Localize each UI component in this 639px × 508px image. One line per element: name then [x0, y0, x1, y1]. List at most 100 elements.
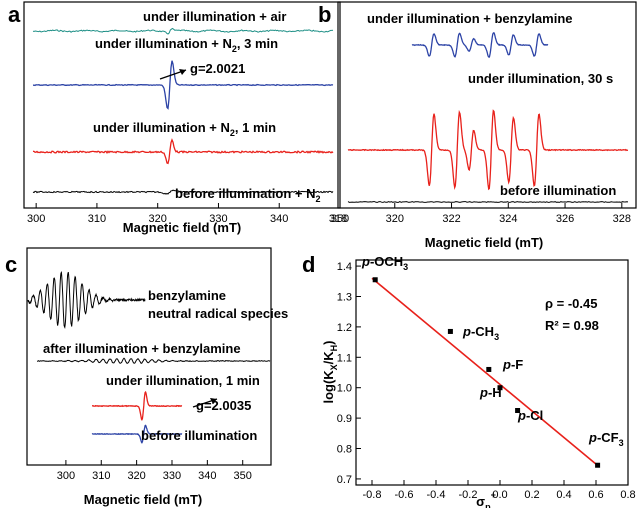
- label-a-g-value: g=2.0021: [190, 61, 245, 76]
- scatter-point-2: [486, 366, 492, 372]
- a-tick-label-3: 330: [209, 213, 227, 225]
- point-label-f: p-F: [502, 357, 523, 372]
- panel-c-xticks: 300 310 320 330 340 350: [57, 460, 252, 482]
- point-label-h: p-H: [479, 385, 502, 400]
- panel-b-xlabel: Magnetic field (mT): [425, 235, 543, 250]
- b-tick-label-3: 324: [499, 213, 517, 225]
- spectrum-b-30s: [347, 109, 629, 191]
- c-tick-label-3: 330: [163, 470, 181, 482]
- b-tick-label-2: 322: [442, 213, 460, 225]
- panel-b-frame: [337, 1, 637, 209]
- d-xtick-label-8: 0.8: [620, 489, 635, 501]
- scatter-point-0: [372, 277, 378, 283]
- a-tick-label-0: 300: [27, 213, 45, 225]
- point-label-cf3: p-CF3: [588, 430, 624, 448]
- label-b-benzylamine: under illumination + benzylamine: [367, 11, 573, 26]
- a-tick-label-1: 310: [88, 213, 106, 225]
- scatter-point-3: [497, 385, 503, 391]
- b-tick-label-5: 328: [613, 213, 631, 225]
- panel-d-frame: [355, 259, 629, 486]
- label-c-g-value: g=2.0035: [196, 398, 251, 413]
- panel-a: a under illumination + air under illumin…: [8, 1, 349, 235]
- d-ytick-label-2: 0.9: [337, 413, 352, 425]
- panel-a-xlabel: Magnetic field (mT): [123, 220, 241, 235]
- panel-b-letter: b: [318, 2, 331, 27]
- a-tick-label-2: 320: [149, 213, 167, 225]
- d-ytick-label-7: 1.4: [337, 261, 352, 273]
- panel-c-frame: [26, 247, 272, 466]
- spectrum-c-after: [36, 357, 271, 365]
- arrow-a-head: [179, 69, 186, 75]
- label-a-air: under illumination + air: [143, 9, 286, 24]
- panel-a-letter: a: [8, 2, 21, 27]
- spectrum-a-air: [32, 27, 334, 35]
- stat-r2: R² = 0.98: [545, 318, 599, 333]
- spectrum-a-n2-3min: [32, 60, 334, 110]
- panel-b: b under illumination + benzylamine under…: [318, 1, 637, 250]
- label-a-n2-3min: under illumination + N2, 3 min: [95, 36, 278, 54]
- b-tick-label-1: 320: [386, 213, 404, 225]
- panel-c-xlabel: Magnetic field (mT): [84, 492, 202, 507]
- label-b-before: before illumination: [500, 183, 616, 198]
- scatter-point-5: [595, 462, 601, 468]
- spectrum-c-1min: [92, 390, 183, 421]
- d-ytick-label-0: 0.7: [337, 474, 352, 486]
- scatter-point-1: [447, 328, 453, 334]
- c-tick-label-1: 310: [92, 470, 110, 482]
- d-xtick-label-1: -0.6: [395, 489, 414, 501]
- spectrum-b-benzylamine: [411, 32, 549, 59]
- a-tick-label-5: 350: [331, 213, 349, 225]
- d-xtick-label-0: -0.8: [363, 489, 382, 501]
- d-xtick-label-5: 0.2: [524, 489, 539, 501]
- d-xtick-label-2: -0.4: [427, 489, 446, 501]
- d-xtick-label-6: 0.4: [556, 489, 571, 501]
- d-xtick-label-3: -0.2: [459, 489, 478, 501]
- label-a-before: before illumination + N2: [175, 186, 321, 204]
- c-tick-label-4: 340: [198, 470, 216, 482]
- label-c-after: after illumination + benzylamine: [43, 341, 241, 356]
- d-ytick-label-1: 0.8: [337, 444, 352, 456]
- spectrum-c-neutral-radical: [27, 271, 146, 329]
- panel-d-ticks: -0.8 -0.6 -0.4 -0.2 0.0 0.2 0.4 0.6 0.8 0.7 0.8 0.9…: [337, 261, 636, 501]
- point-label-cl: p-Cl: [517, 408, 543, 423]
- panel-d: d -0.8 -0.6 -0.4 -0.2 0.0 0.2 0.4 0.6 0.8 0.7 0.8 0…: [302, 252, 636, 508]
- point-label-ch3: p-CH3: [462, 324, 499, 342]
- d-xtick-label-4: 0.0: [492, 489, 507, 501]
- panel-c: c benzylamine neutral radical species af…: [5, 247, 288, 507]
- a-tick-label-4: 340: [270, 213, 288, 225]
- fit-line: [371, 277, 600, 468]
- d-ytick-label-3: 1.0: [337, 383, 352, 395]
- c-tick-label-5: 350: [234, 470, 252, 482]
- d-xtick-label-7: 0.6: [588, 489, 603, 501]
- c-tick-label-0: 300: [57, 470, 75, 482]
- stat-rho: ρ = -0.45: [545, 296, 598, 311]
- label-c-before: before illumination: [141, 428, 257, 443]
- c-tick-label-2: 320: [127, 470, 145, 482]
- label-c-benzylamine: benzylamine: [148, 288, 226, 303]
- point-label-och3: p-OCH3: [361, 254, 408, 272]
- b-tick-label-0: 318: [329, 213, 347, 225]
- d-ytick-label-6: 1.3: [337, 291, 352, 303]
- spectrum-c-before: [91, 424, 183, 444]
- panel-d-letter: d: [302, 252, 315, 277]
- panel-d-ylabel: log(KX/KH): [321, 340, 339, 403]
- panel-d-xlabel: σp+: [476, 490, 496, 508]
- panel-b-xticks: 318 320 322 324 326 328: [329, 203, 631, 225]
- d-ytick-label-5: 1.2: [337, 322, 352, 334]
- panel-a-xticks: 300 310 320 330 340 350: [27, 203, 349, 225]
- spectrum-a-n2-1min: [32, 138, 334, 165]
- spectrum-b-before: [347, 201, 629, 203]
- label-c-1min: under illumination, 1 min: [106, 373, 260, 388]
- panel-a-frame: [23, 1, 341, 209]
- label-a-n2-1min: under illumination + N2, 1 min: [93, 120, 276, 138]
- panel-c-letter: c: [5, 252, 17, 277]
- scatter-point-4: [515, 408, 521, 414]
- label-b-30s: under illumination, 30 s: [468, 71, 613, 86]
- b-tick-label-4: 326: [556, 213, 574, 225]
- label-c-neutral-radical: neutral radical species: [148, 306, 288, 321]
- arrow-c-head: [210, 398, 217, 404]
- scatter-points: [372, 277, 601, 468]
- spectrum-a-before: [32, 189, 334, 195]
- d-ytick-label-4: 1.1: [337, 352, 352, 364]
